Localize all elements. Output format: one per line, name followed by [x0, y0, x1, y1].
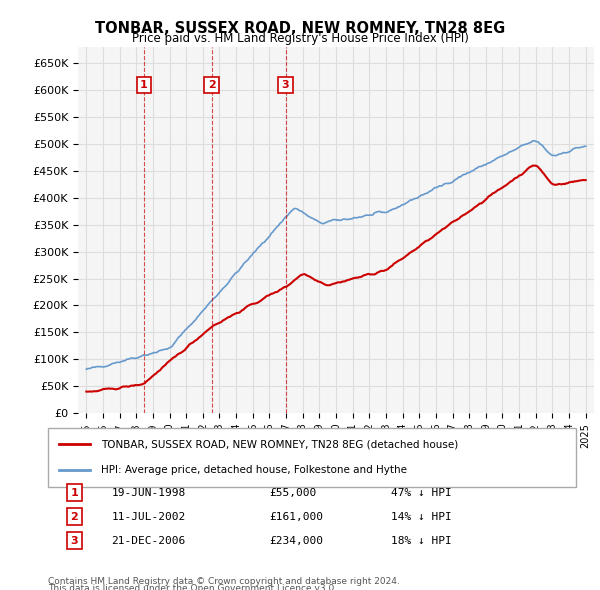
- Text: 2: 2: [71, 512, 78, 522]
- Text: Price paid vs. HM Land Registry's House Price Index (HPI): Price paid vs. HM Land Registry's House …: [131, 32, 469, 45]
- Text: 2: 2: [208, 80, 215, 90]
- Text: 21-DEC-2006: 21-DEC-2006: [112, 536, 185, 546]
- Text: £234,000: £234,000: [270, 536, 324, 546]
- Text: 47% ↓ HPI: 47% ↓ HPI: [391, 488, 452, 498]
- Text: 11-JUL-2002: 11-JUL-2002: [112, 512, 185, 522]
- Text: £55,000: £55,000: [270, 488, 317, 498]
- Text: 1: 1: [140, 80, 148, 90]
- Text: 3: 3: [282, 80, 289, 90]
- Text: HPI: Average price, detached house, Folkestone and Hythe: HPI: Average price, detached house, Folk…: [101, 466, 407, 475]
- FancyBboxPatch shape: [48, 428, 576, 487]
- Text: Contains HM Land Registry data © Crown copyright and database right 2024.: Contains HM Land Registry data © Crown c…: [48, 577, 400, 586]
- Text: TONBAR, SUSSEX ROAD, NEW ROMNEY, TN28 8EG: TONBAR, SUSSEX ROAD, NEW ROMNEY, TN28 8E…: [95, 21, 505, 35]
- Text: 1: 1: [71, 488, 78, 498]
- Text: 19-JUN-1998: 19-JUN-1998: [112, 488, 185, 498]
- Text: 18% ↓ HPI: 18% ↓ HPI: [391, 536, 452, 546]
- Text: £161,000: £161,000: [270, 512, 324, 522]
- Text: 3: 3: [71, 536, 78, 546]
- Text: This data is licensed under the Open Government Licence v3.0.: This data is licensed under the Open Gov…: [48, 584, 337, 590]
- Text: TONBAR, SUSSEX ROAD, NEW ROMNEY, TN28 8EG (detached house): TONBAR, SUSSEX ROAD, NEW ROMNEY, TN28 8E…: [101, 440, 458, 449]
- Text: 14% ↓ HPI: 14% ↓ HPI: [391, 512, 452, 522]
